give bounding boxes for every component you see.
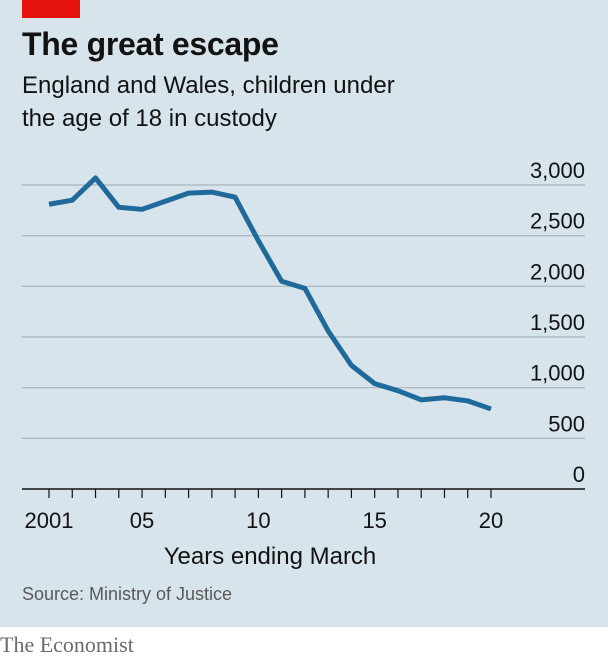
brand-red-tag <box>22 0 80 18</box>
chart-subtitle-line-1: England and Wales, children under <box>22 72 395 99</box>
line-chart: 0 500 1,000 1,500 2,000 2,500 3,000 2001 05 10 15… <box>22 158 585 570</box>
x-tick-label: 10 <box>246 508 270 533</box>
series-layer <box>48 175 492 412</box>
y-tick-labels: 0 500 1,000 1,500 2,000 2,500 3,000 <box>530 158 585 487</box>
x-ticks: 2001 05 10 15 20 <box>25 489 503 533</box>
y-tick-label: 2,500 <box>530 209 585 234</box>
chart-subtitle-line-2: the age of 18 in custody <box>22 105 277 132</box>
x-tick-label: 05 <box>130 508 154 533</box>
chart-panel <box>0 0 608 627</box>
y-tick-label: 1,500 <box>530 310 585 335</box>
x-axis-label: Years ending March <box>164 543 377 570</box>
x-tick-label: 20 <box>479 508 503 533</box>
y-tick-label: 500 <box>548 411 585 436</box>
gridlines <box>22 184 585 490</box>
y-tick-label: 0 <box>573 462 585 487</box>
publisher-brand: The Economist <box>0 632 134 657</box>
series-line <box>48 175 492 412</box>
chart-title: The great escape <box>22 26 279 62</box>
source-note: Source: Ministry of Justice <box>22 584 233 604</box>
y-tick-label: 3,000 <box>530 158 585 183</box>
y-tick-label: 2,000 <box>530 259 585 284</box>
x-tick-label: 2001 <box>25 508 74 533</box>
y-tick-label: 1,000 <box>530 361 585 386</box>
x-tick-label: 15 <box>362 508 386 533</box>
